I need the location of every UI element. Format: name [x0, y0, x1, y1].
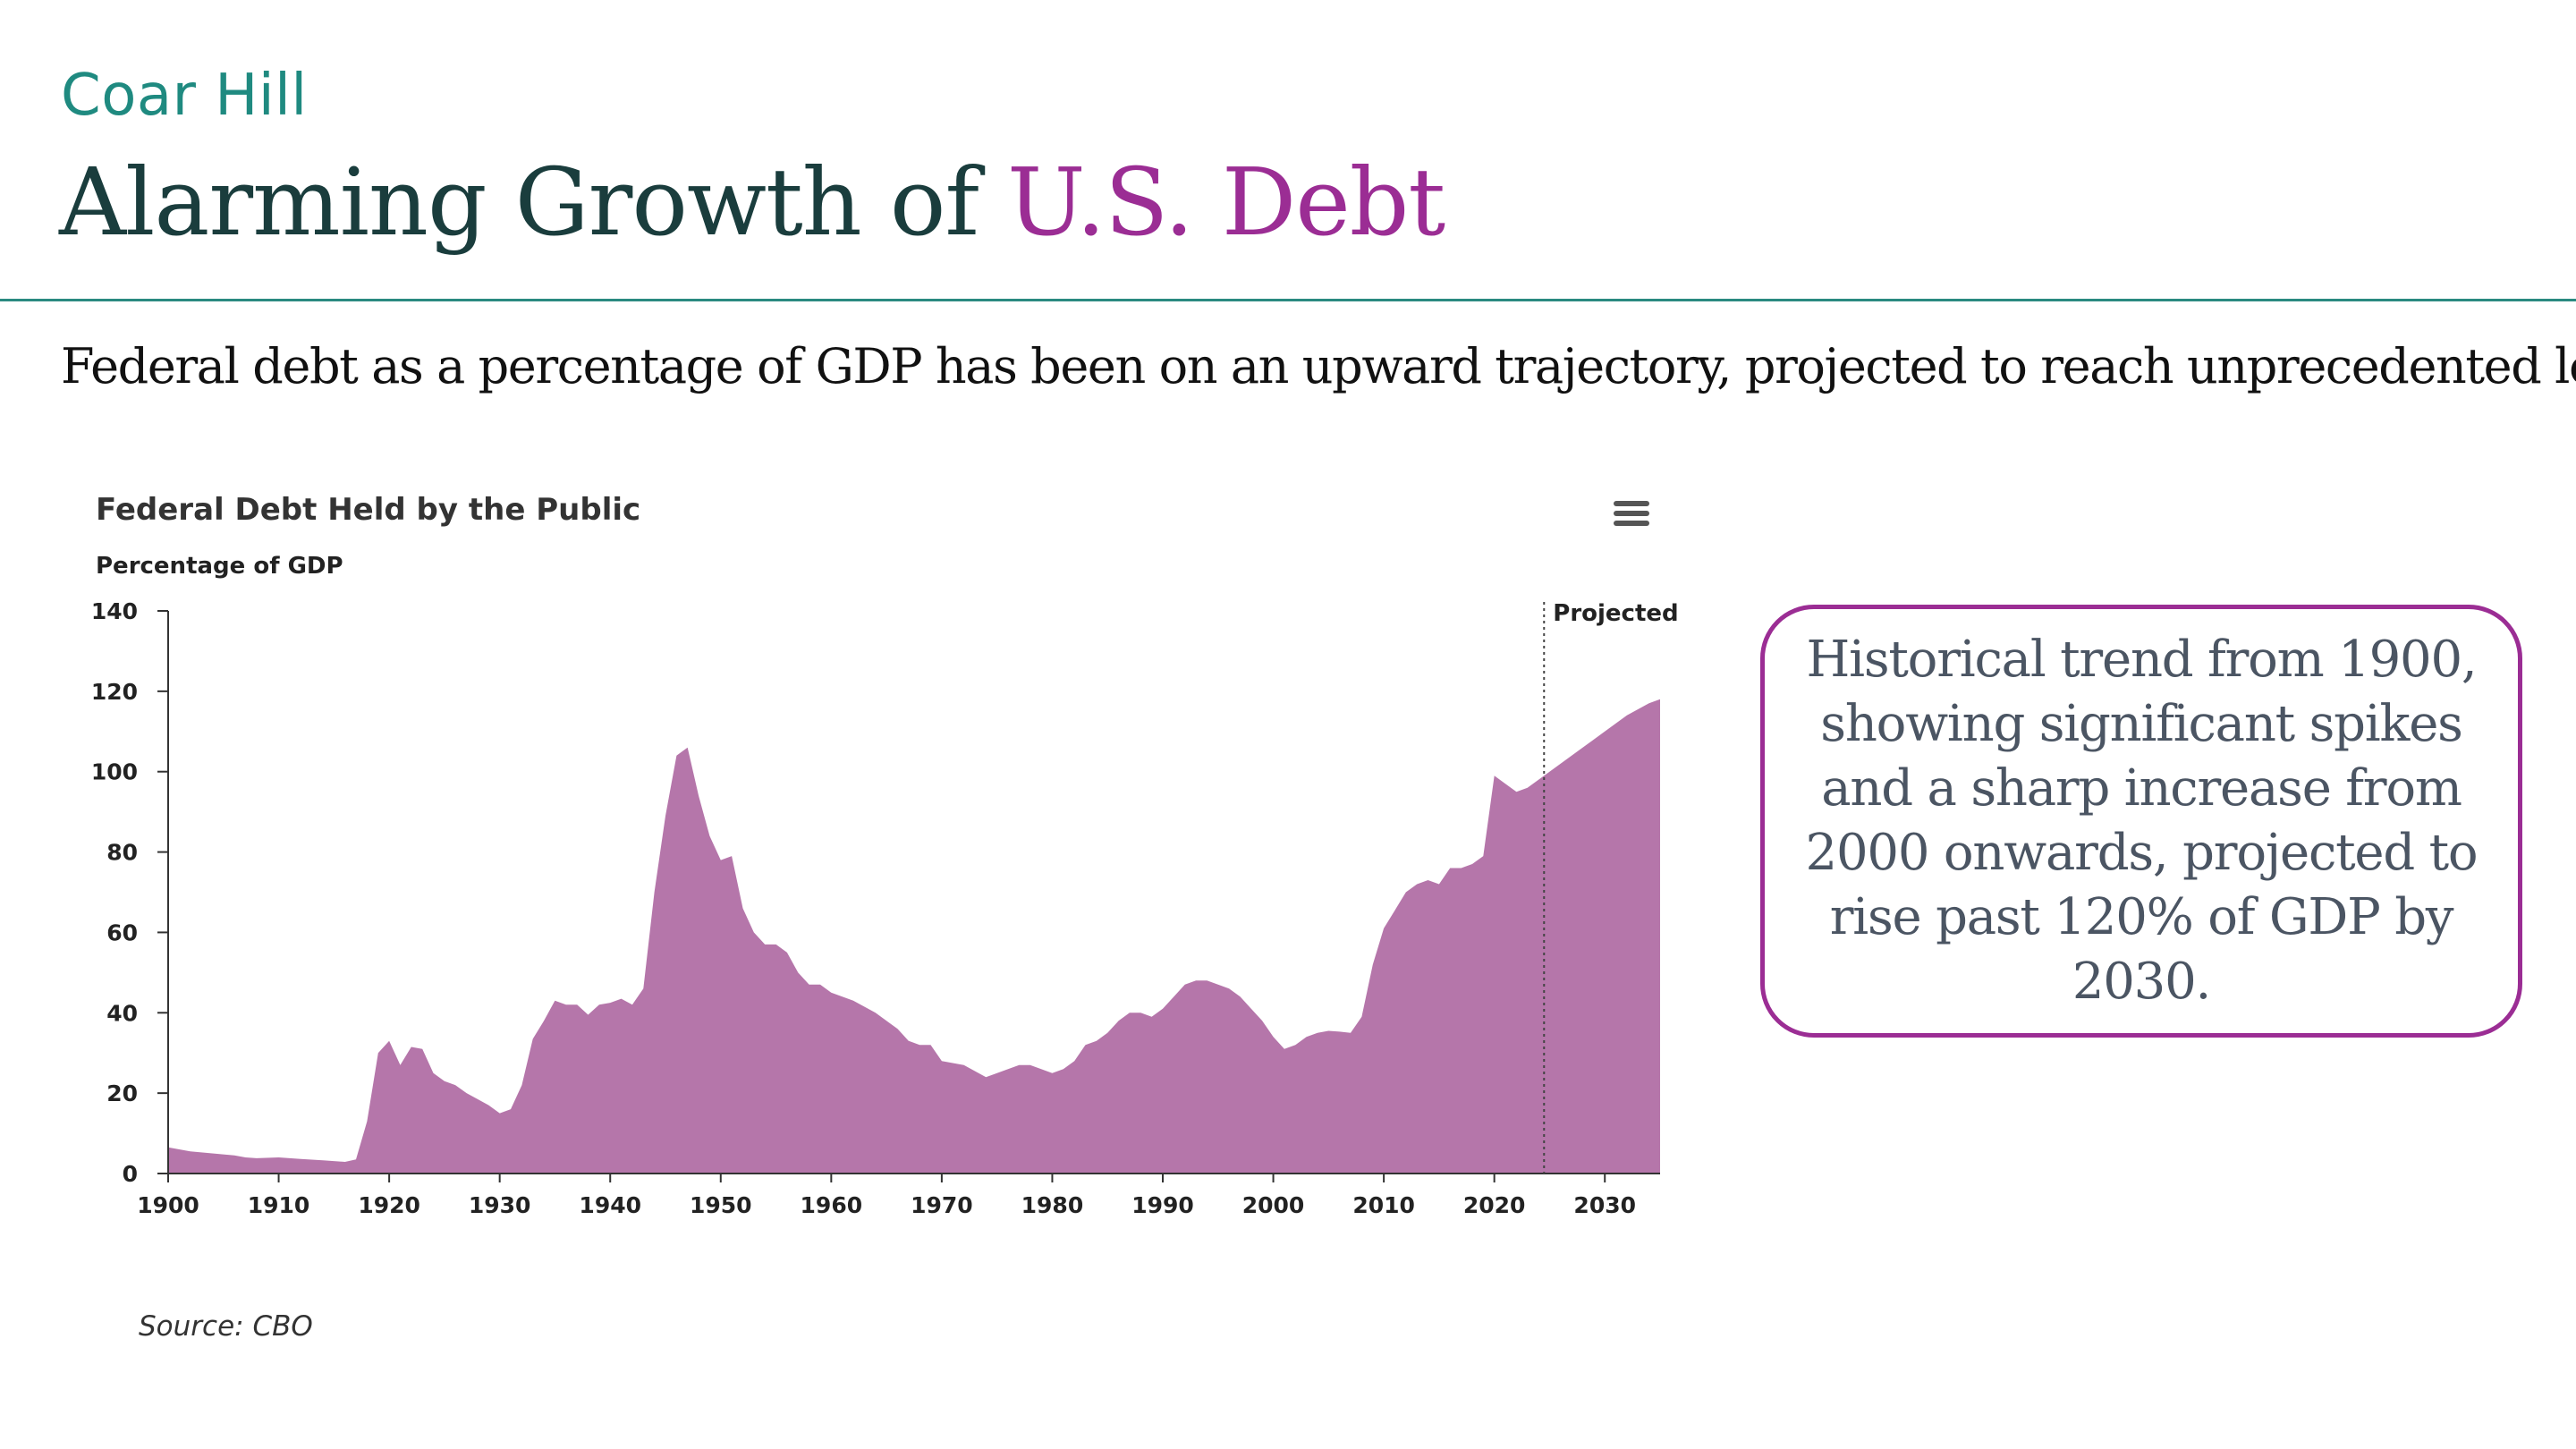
header-divider	[0, 299, 2576, 301]
x-tick-label: 1900	[137, 1192, 199, 1218]
chart-title: Federal Debt Held by the Public	[96, 492, 641, 528]
y-tick-label: 100	[91, 759, 138, 785]
x-tick-label: 2000	[1242, 1192, 1305, 1218]
y-tick-label: 0	[123, 1161, 138, 1187]
x-tick-label: 1960	[801, 1192, 863, 1218]
x-tick-label: 1990	[1131, 1192, 1194, 1218]
chart-svg: Percentage of GDP 0 20 40 60 80 100 120 140 1900 1…	[91, 553, 1679, 1218]
y-tick-label: 140	[91, 598, 138, 624]
y-axis-label: Percentage of GDP	[96, 553, 343, 580]
x-tick-label: 1970	[911, 1192, 973, 1218]
x-tick-label: 1930	[469, 1192, 531, 1218]
y-tick-label: 40	[106, 1000, 138, 1026]
page-title: Alarming Growth of U.S. Debt	[59, 148, 1445, 257]
x-tick-label: 1980	[1021, 1192, 1084, 1218]
debt-area-series	[168, 699, 1660, 1174]
y-tick-label: 60	[106, 919, 138, 945]
x-tick-label: 2010	[1352, 1192, 1415, 1218]
x-tick-label: 1920	[358, 1192, 420, 1218]
x-tick-label: 2030	[1573, 1192, 1636, 1218]
projection-label: Projected	[1553, 600, 1678, 627]
y-tick-label: 80	[106, 840, 138, 866]
page-title-accent: U.S. Debt	[1007, 148, 1445, 257]
y-tick-label: 20	[106, 1080, 138, 1106]
callout-box: Historical trend from 1900, showing sign…	[1760, 605, 2522, 1038]
x-tick-label: 1940	[579, 1192, 641, 1218]
hamburger-menu-icon[interactable]	[1614, 501, 1649, 531]
debt-chart: Percentage of GDP 0 20 40 60 80 100 120 140 1900 1…	[77, 474, 1687, 1279]
page-subtitle: Federal debt as a percentage of GDP has …	[61, 338, 2576, 394]
x-tick-label: 1950	[690, 1192, 752, 1218]
page-title-main: Alarming Growth of	[59, 148, 1007, 257]
y-tick-label: 120	[91, 679, 138, 705]
brand-name: Coar Hill	[61, 63, 308, 129]
callout-text: Historical trend from 1900, showing sign…	[1805, 631, 2479, 1011]
x-tick-label: 2020	[1463, 1192, 1526, 1218]
source-note: Source: CBO	[139, 1310, 313, 1343]
x-tick-label: 1910	[248, 1192, 310, 1218]
